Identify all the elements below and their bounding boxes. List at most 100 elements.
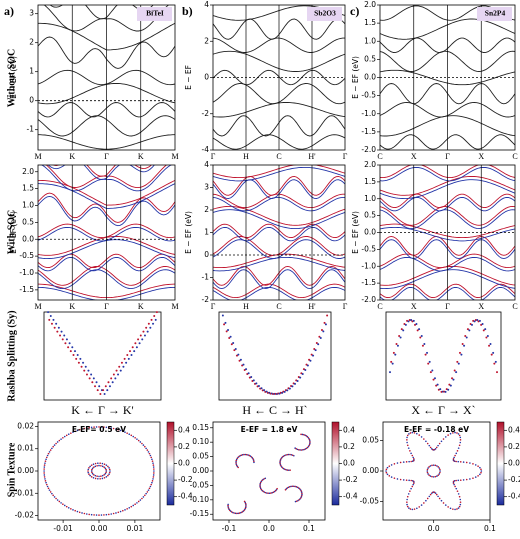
rashba-dot: [294, 382, 297, 385]
rashba-dot: [403, 323, 406, 326]
spin-dot: [92, 476, 95, 479]
spin-dot: [264, 477, 267, 480]
spin-dot: [253, 461, 255, 464]
spin-dot: [408, 479, 410, 482]
y-tick-label: -0.05: [360, 497, 380, 506]
y-tick-label: -1.5: [361, 127, 376, 136]
spin-dot: [302, 449, 304, 451]
spin-dot: [142, 444, 145, 446]
spin-dot: [263, 491, 266, 493]
rashba-dot: [224, 321, 227, 324]
spin-dot: [48, 489, 51, 491]
spin-dot: [302, 433, 305, 436]
spin-dot: [300, 449, 303, 451]
spin-dot: [440, 499, 443, 502]
rashba-dot: [225, 330, 228, 333]
kpoint-label: Γ: [445, 152, 450, 161]
spin-dot: [469, 462, 471, 464]
y-tick-label: 4: [204, 160, 209, 169]
rashba-dot: [436, 383, 439, 386]
rashba-dot: [493, 362, 496, 365]
rashba-dot: [146, 330, 149, 333]
rashba-dot: [474, 319, 477, 322]
y-tick-label: 0.15: [192, 423, 209, 432]
spin-dot: [455, 479, 457, 482]
rashba-dot: [247, 372, 250, 375]
spin-dot: [406, 501, 408, 503]
spin-dot: [152, 476, 155, 478]
spin-dot: [103, 514, 105, 516]
rashba-dot: [453, 369, 456, 372]
spin-dot: [406, 436, 408, 439]
spin-dot: [300, 494, 303, 497]
spin-dot: [385, 468, 388, 471]
material-label: BiTeI: [146, 9, 164, 18]
spin-dot: [103, 474, 105, 476]
spin-dot: [411, 485, 414, 488]
spin-dot: [235, 459, 238, 462]
kpoint-label: Γ: [211, 302, 216, 311]
spin-dot: [65, 505, 68, 508]
spin-dot: [108, 513, 110, 516]
spin-dot: [454, 485, 456, 488]
rashba-dot: [476, 319, 479, 322]
spin-dot: [60, 502, 62, 504]
spin-dot: [449, 507, 452, 510]
y-tick-label: 0.5: [364, 54, 376, 63]
spin-dot: [55, 442, 57, 445]
spin-dot: [151, 481, 153, 484]
spin-dot: [72, 431, 74, 433]
rashba-dot: [492, 351, 495, 354]
kpoint-label: C: [512, 152, 517, 161]
rashba-dot: [103, 393, 106, 395]
spin-dot: [152, 478, 154, 480]
rashba-dot: [65, 338, 68, 341]
kpoint-label: X: [478, 152, 484, 161]
rashba-dot: [464, 334, 467, 337]
spin-dot: [62, 503, 64, 506]
rashba-dot: [309, 359, 312, 362]
spin-dot: [119, 429, 122, 432]
spin-dot: [128, 507, 131, 509]
spin-dot: [410, 452, 412, 455]
rashba-dot: [473, 320, 476, 323]
rashba-dot: [480, 323, 483, 326]
kpoint-label: K: [69, 152, 75, 161]
spin-dot: [434, 475, 437, 478]
spin-dot: [76, 429, 79, 432]
spin-dot: [95, 514, 98, 516]
kpoint-label: H: [243, 152, 249, 161]
spin-dot: [107, 474, 109, 477]
spin-dot: [431, 475, 433, 478]
spin-dot: [100, 426, 103, 428]
spin-dot: [477, 465, 479, 467]
rashba-dot: [265, 390, 268, 393]
rashba-dot: [394, 353, 397, 356]
spin-dot: [418, 434, 421, 436]
spin-dot: [144, 494, 146, 497]
rashba-dot: [237, 353, 240, 356]
spin-dot: [459, 498, 462, 501]
spin-dot: [469, 478, 471, 480]
spin-dot: [411, 454, 414, 457]
spin-dot: [406, 434, 409, 437]
y-tick-label: 1.0: [364, 36, 376, 45]
spin-dot: [94, 477, 97, 480]
spin-dot: [124, 509, 126, 511]
rashba-dot: [263, 389, 266, 392]
spin-dot: [105, 513, 108, 516]
y-tick-label: 2: [204, 36, 209, 45]
spin-dot: [388, 475, 391, 477]
axes-frame: [382, 421, 491, 521]
spin-dot: [88, 473, 90, 475]
spin-dot: [296, 500, 298, 502]
spin-dot: [416, 432, 418, 435]
spin-dot: [459, 439, 462, 441]
spin-dot: [100, 475, 102, 478]
spin-dot: [454, 431, 456, 434]
spin-dot: [236, 512, 238, 515]
spin-dot: [409, 508, 412, 510]
spin-dot: [44, 460, 47, 462]
spin-dot: [429, 446, 432, 449]
spin-dot: [93, 474, 95, 476]
